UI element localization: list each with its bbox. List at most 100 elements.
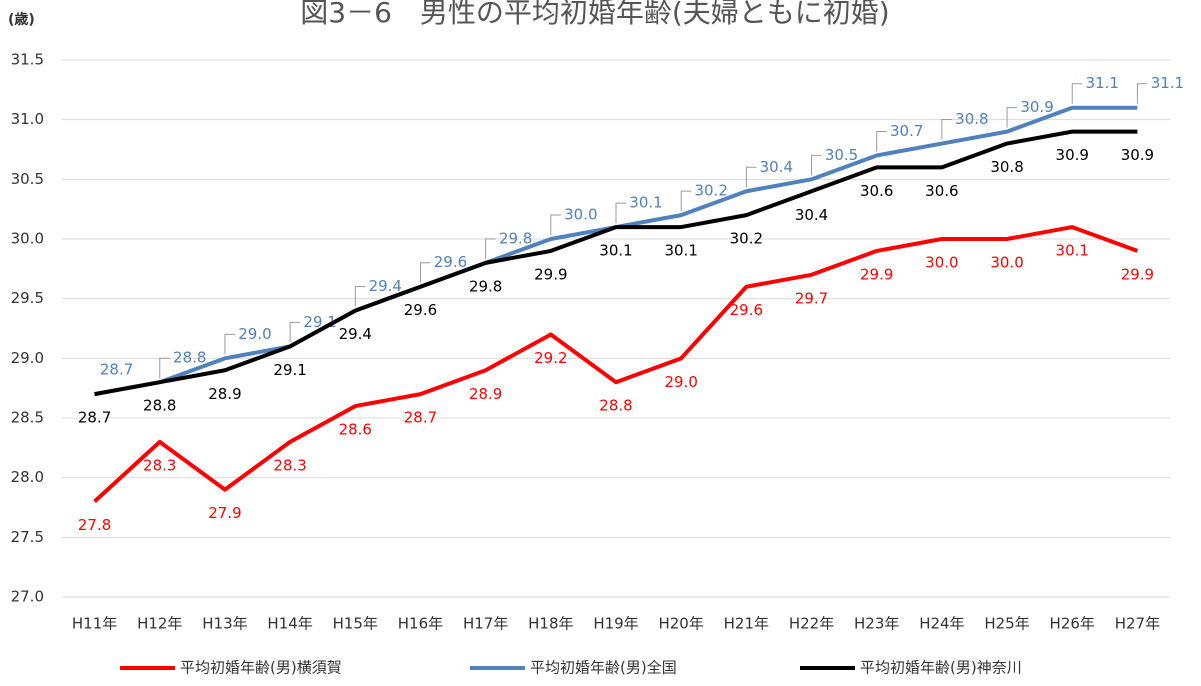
data-label: 28.7 — [404, 409, 437, 427]
data-label: 29.9 — [860, 265, 893, 283]
leader-line — [811, 154, 822, 176]
y-tick-label: 31.5 — [11, 51, 44, 69]
series-line — [94, 129, 1138, 397]
data-label: 30.4 — [760, 158, 793, 176]
x-tick-label: H11年 — [72, 615, 117, 633]
y-tick-label: 28.5 — [11, 409, 44, 427]
leader-line — [159, 357, 170, 379]
x-tick-label: H15年 — [333, 615, 378, 633]
y-tick-label: 30.0 — [11, 230, 44, 248]
x-tick-label: H12年 — [137, 615, 182, 633]
leader-line — [615, 202, 626, 224]
data-label: 29.1 — [273, 361, 306, 379]
data-label: 30.8 — [955, 110, 988, 128]
x-tick-label: H17年 — [463, 615, 508, 633]
data-label: 30.6 — [925, 182, 958, 200]
data-label: 28.8 — [599, 397, 632, 415]
x-tick-label: H19年 — [593, 615, 638, 633]
x-tick-label: H24年 — [919, 615, 964, 633]
y-axis-label: (歳) — [8, 11, 35, 28]
y-tick-label: 28.0 — [11, 468, 44, 486]
data-label: 30.8 — [990, 158, 1023, 176]
data-label: 30.1 — [629, 194, 662, 212]
x-tick-label: H13年 — [202, 615, 247, 633]
data-label: 29.6 — [404, 301, 437, 319]
x-tick-label: H26年 — [1050, 615, 1095, 633]
data-label: 27.8 — [78, 516, 111, 534]
data-label: 31.1 — [1086, 74, 1119, 92]
leader-line — [289, 321, 301, 343]
legend-label: 平均初婚年齢(男)神奈川 — [860, 659, 1022, 677]
data-label: 29.7 — [795, 289, 828, 307]
data-label: 31.1 — [1151, 74, 1184, 92]
x-tick-label: H18年 — [528, 615, 573, 633]
y-tick-label: 29.5 — [11, 289, 44, 307]
series-line — [93, 225, 1139, 504]
y-tick-label: 27.5 — [11, 528, 44, 546]
data-label: 27.9 — [208, 504, 241, 522]
leader-line — [680, 190, 692, 212]
data-label: 29.4 — [369, 277, 402, 295]
data-label: 29.8 — [469, 277, 502, 295]
data-label: 30.7 — [890, 122, 923, 140]
y-tick-label: 31.0 — [11, 110, 44, 128]
data-label: 30.1 — [664, 242, 697, 260]
data-label: 29.0 — [238, 325, 271, 343]
data-label: 29.8 — [499, 229, 532, 247]
leader-line — [1071, 83, 1083, 104]
data-label: 28.8 — [173, 349, 206, 367]
data-label: 29.0 — [664, 373, 697, 391]
leader-line — [485, 238, 496, 259]
data-label: 29.6 — [730, 301, 763, 319]
data-label: 29.2 — [534, 349, 567, 367]
data-label: 28.3 — [143, 456, 176, 474]
data-label: 30.6 — [860, 182, 893, 200]
data-label: 30.2 — [694, 182, 727, 200]
leader-line — [419, 262, 431, 283]
leader-line — [745, 166, 757, 188]
data-label: 28.3 — [273, 456, 306, 474]
y-tick-label: 30.5 — [11, 170, 44, 188]
legend-label: 平均初婚年齢(男)全国 — [530, 659, 677, 677]
data-label: 28.6 — [339, 421, 372, 439]
legend-label: 平均初婚年齢(男)横須賀 — [180, 659, 342, 677]
data-label: 29.4 — [339, 325, 372, 343]
x-tick-label: H25年 — [984, 615, 1029, 633]
leader-line — [876, 130, 887, 152]
data-label: 30.0 — [990, 254, 1023, 272]
leader-line — [1006, 107, 1018, 128]
x-tick-label: H27年 — [1115, 615, 1160, 633]
data-label: 29.9 — [1121, 265, 1154, 283]
leader-line — [1136, 83, 1148, 104]
data-label: 28.7 — [78, 409, 111, 427]
data-label: 30.0 — [564, 206, 597, 224]
data-label: 28.8 — [143, 397, 176, 415]
data-label: 30.0 — [925, 254, 958, 272]
x-tick-label: H16年 — [398, 615, 443, 633]
data-label: 30.1 — [1056, 242, 1089, 260]
leader-line — [550, 214, 561, 235]
x-tick-label: H14年 — [267, 615, 312, 633]
data-label: 29.6 — [434, 253, 467, 271]
data-label: 30.4 — [795, 206, 828, 224]
data-label: 28.9 — [208, 385, 241, 403]
x-tick-label: H22年 — [789, 615, 834, 633]
data-label: 30.2 — [730, 230, 763, 248]
leader-line — [941, 119, 952, 140]
leader-line — [224, 333, 235, 355]
data-label: 28.7 — [100, 361, 133, 379]
chart-title: 図3－6 男性の平均初婚年齢(夫婦ともに初婚) — [300, 0, 889, 29]
data-label: 30.5 — [825, 146, 858, 164]
data-label: 30.1 — [599, 242, 632, 260]
leader-line — [354, 286, 366, 307]
y-tick-label: 27.0 — [11, 588, 44, 606]
x-tick-label: H20年 — [658, 615, 703, 633]
y-tick-label: 29.0 — [11, 349, 44, 367]
data-label: 28.9 — [469, 385, 502, 403]
data-label: 30.9 — [1121, 146, 1154, 164]
data-label: 29.9 — [534, 265, 567, 283]
data-label: 30.9 — [1056, 146, 1089, 164]
data-label: 30.9 — [1020, 98, 1053, 116]
x-tick-label: H21年 — [724, 615, 769, 633]
